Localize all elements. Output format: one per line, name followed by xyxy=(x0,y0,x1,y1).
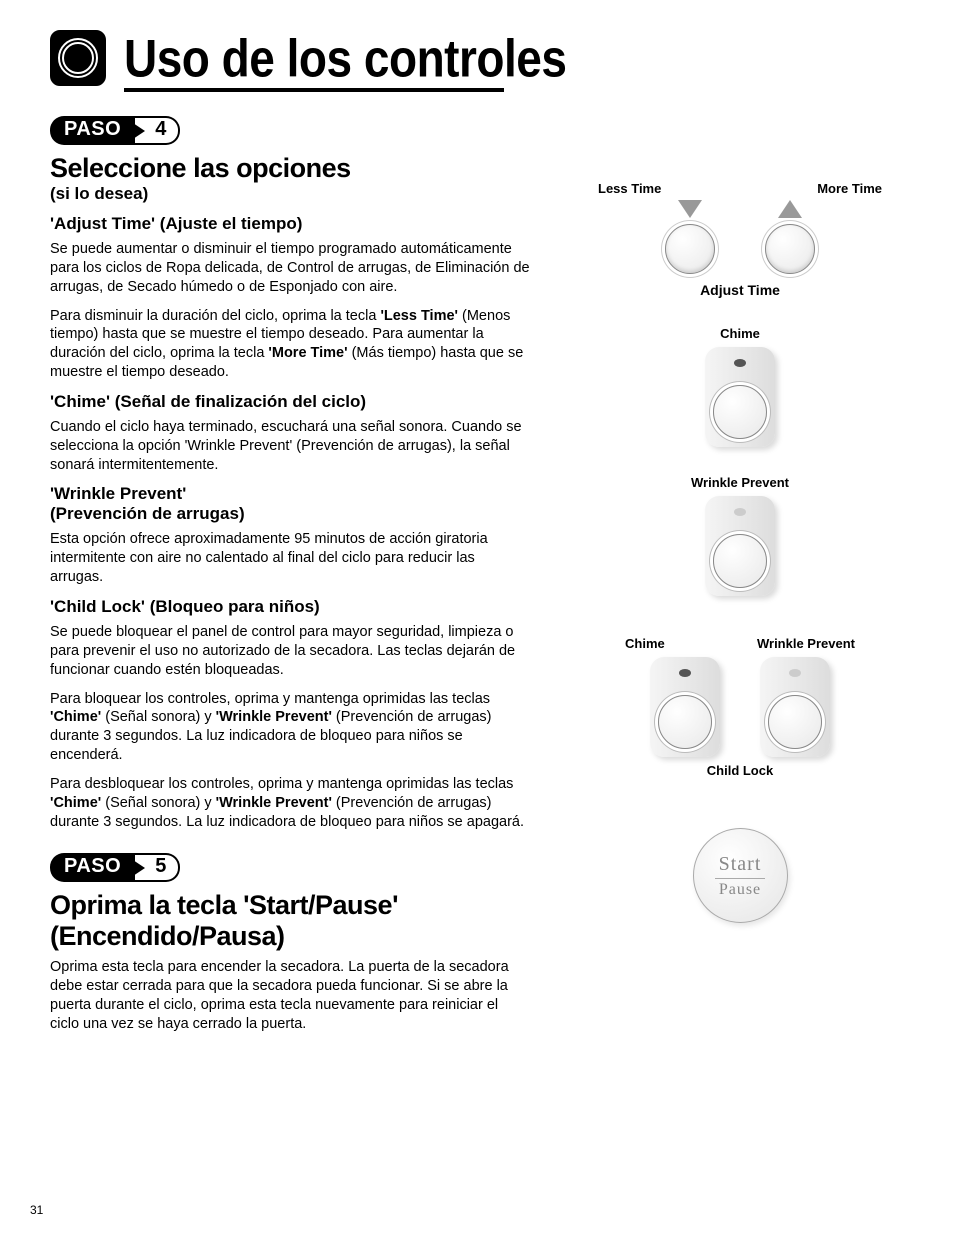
childlock-para-1: Se puede bloquear el panel de control pa… xyxy=(50,623,530,680)
step-5-para-1: Oprima esta tecla para encender la secad… xyxy=(50,958,530,1033)
dial-housing xyxy=(705,347,775,447)
diagram-column: Less Time More Time Adjust Time Chime xyxy=(590,116,890,1044)
text-column: PASO 4 Seleccione las opciones (si lo de… xyxy=(50,116,530,1044)
child-lock-diagram: Chime Wrinkle Prevent Child Lock xyxy=(590,636,890,778)
start-pause-button-diagram: Start Pause xyxy=(693,828,788,923)
page-title: Uso de los controles xyxy=(124,27,566,89)
step-label: PASO xyxy=(50,853,135,882)
dial-icon xyxy=(713,385,767,439)
washer-logo-icon xyxy=(50,30,106,86)
bold-fragment: 'More Time' xyxy=(268,345,347,361)
chime-label: Chime xyxy=(720,326,760,341)
step-4-subtitle: (si lo desea) xyxy=(50,184,530,204)
chime-heading: 'Chime' (Señal de finalización del ciclo… xyxy=(50,392,530,412)
adjust-time-para-2: Para disminuir la duración del ciclo, op… xyxy=(50,307,530,382)
less-time-dial xyxy=(665,200,715,274)
indicator-dot-icon xyxy=(734,508,746,516)
text-fragment: Para disminuir la duración del ciclo, op… xyxy=(50,308,380,324)
childlock-para-3: Para desbloquear los controles, oprima y… xyxy=(50,775,530,832)
content-row: PASO 4 Seleccione las opciones (si lo de… xyxy=(50,116,914,1044)
step-5-heading: Oprima la tecla 'Start/Pause' (Encendido… xyxy=(50,890,530,952)
arrow-up-icon xyxy=(778,200,802,218)
more-time-dial xyxy=(765,200,815,274)
heading-line: Oprima la tecla 'Start/Pause' xyxy=(50,890,398,920)
bold-fragment: 'Chime' xyxy=(50,709,101,725)
text-fragment: Para bloquear los controles, oprima y ma… xyxy=(50,691,490,707)
page-number: 31 xyxy=(30,1203,43,1217)
childlock-chime-label: Chime xyxy=(625,636,665,651)
step-4-badge: PASO 4 xyxy=(50,116,180,145)
bold-fragment: 'Chime' xyxy=(50,795,101,811)
wrinkle-label: Wrinkle Prevent xyxy=(691,475,789,490)
wrinkle-heading: 'Wrinkle Prevent' (Prevención de arrugas… xyxy=(50,484,530,524)
indicator-dot-icon xyxy=(734,359,746,367)
childlock-wrinkle-label: Wrinkle Prevent xyxy=(757,636,855,651)
childlock-caption: Child Lock xyxy=(590,763,890,778)
less-time-label: Less Time xyxy=(598,181,661,196)
bold-fragment: 'Wrinkle Prevent' xyxy=(216,709,332,725)
wrinkle-diagram: Wrinkle Prevent xyxy=(590,475,890,596)
wrinkle-para-1: Esta opción ofrece aproximadamente 95 mi… xyxy=(50,530,530,587)
indicator-dot-icon xyxy=(789,669,801,677)
step-5-badge: PASO 5 xyxy=(50,853,180,882)
page-header: Uso de los controles xyxy=(50,30,914,86)
chime-diagram: Chime xyxy=(590,326,890,447)
heading-line: (Encendido/Pausa) xyxy=(50,921,285,951)
adjust-time-caption: Adjust Time xyxy=(590,282,890,298)
dial-housing xyxy=(760,657,830,757)
dial-icon xyxy=(713,534,767,588)
pause-label: Pause xyxy=(719,881,761,899)
adjust-time-para-1: Se puede aumentar o disminuir el tiempo … xyxy=(50,240,530,297)
dial-icon xyxy=(658,695,712,749)
text-fragment: Para desbloquear los controles, oprima y… xyxy=(50,776,513,792)
arrow-down-icon xyxy=(678,200,702,218)
more-time-label: More Time xyxy=(817,181,882,196)
indicator-dot-icon xyxy=(679,669,691,677)
dial-icon xyxy=(765,224,815,274)
text-fragment: (Señal sonora) y xyxy=(101,795,215,811)
dial-housing xyxy=(705,496,775,596)
dial-icon xyxy=(665,224,715,274)
childlock-para-2: Para bloquear los controles, oprima y ma… xyxy=(50,690,530,765)
chime-para-1: Cuando el ciclo haya terminado, escuchar… xyxy=(50,418,530,475)
start-label: Start xyxy=(715,853,766,879)
childlock-heading: 'Child Lock' (Bloqueo para niños) xyxy=(50,597,530,617)
dial-housing xyxy=(650,657,720,757)
dial-icon xyxy=(768,695,822,749)
heading-line: (Prevención de arrugas) xyxy=(50,504,245,523)
step-4-heading: Seleccione las opciones xyxy=(50,153,530,184)
text-fragment: (Señal sonora) y xyxy=(101,709,215,725)
heading-line: 'Wrinkle Prevent' xyxy=(50,484,186,503)
bold-fragment: 'Wrinkle Prevent' xyxy=(216,795,332,811)
step-label: PASO xyxy=(50,116,135,145)
adjust-time-heading: 'Adjust Time' (Ajuste el tiempo) xyxy=(50,214,530,234)
adjust-time-diagram: Less Time More Time Adjust Time xyxy=(590,181,890,298)
bold-fragment: 'Less Time' xyxy=(380,308,458,324)
